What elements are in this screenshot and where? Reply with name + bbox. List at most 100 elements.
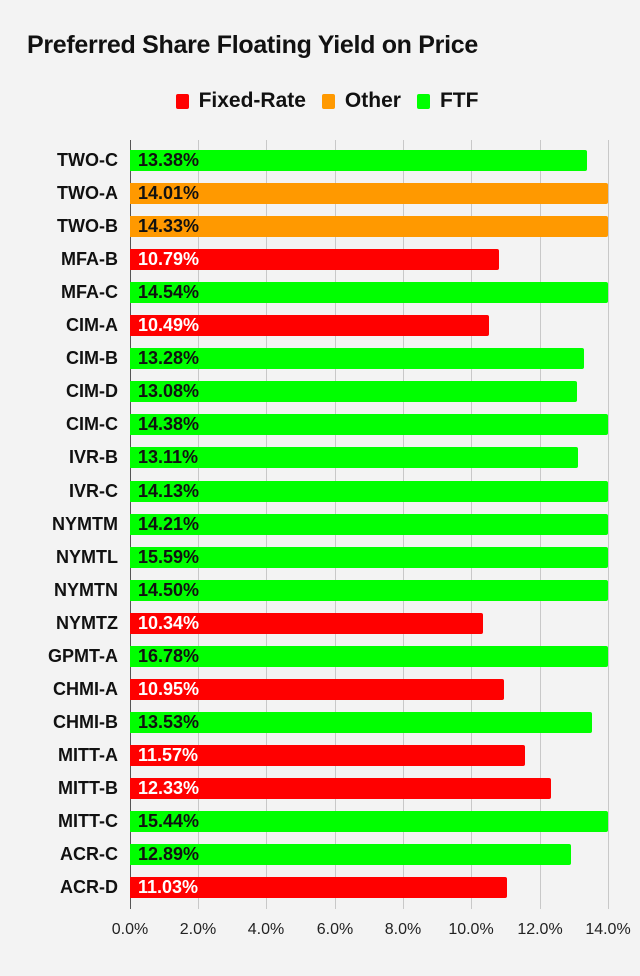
bar-value-label: 12.33%	[138, 777, 200, 798]
x-tick-label: 4.0%	[247, 921, 285, 938]
bar-row: CHMI-A 10.95%	[0, 678, 640, 700]
bar-ftf	[130, 645, 608, 667]
category-label: CHMI-B	[53, 711, 118, 732]
bar-value-label: 10.79%	[138, 249, 200, 270]
category-label: NYMTZ	[56, 612, 118, 633]
bar-row: CIM-D 13.08%	[0, 381, 640, 403]
category-label: TWO-B	[57, 216, 118, 237]
bar-value-label: 12.89%	[138, 844, 200, 865]
bar-value-label: 14.21%	[138, 513, 200, 534]
bar-ftf	[130, 711, 593, 733]
category-label: TWO-A	[57, 183, 118, 204]
bar-row: IVR-B 13.11%	[0, 447, 640, 469]
legend-swatch-fixed-rate	[175, 93, 189, 109]
category-label: NYMTM	[52, 513, 118, 534]
category-label: MFA-C	[61, 282, 118, 303]
bar-ftf	[130, 513, 608, 535]
bar-fixed-rate	[130, 612, 484, 634]
bar-value-label: 13.11%	[138, 447, 199, 468]
category-label: GPMT-A	[48, 645, 118, 666]
bar-ftf	[130, 150, 588, 171]
bar-value-label: 14.50%	[138, 579, 200, 600]
bar-fixed-rate	[130, 678, 505, 700]
bar-ftf	[130, 811, 608, 832]
bar-row: NYMTN 14.50%	[0, 579, 640, 601]
legend-item-other: Other	[321, 89, 401, 113]
bar-value-label: 13.53%	[138, 711, 200, 732]
bar-fixed-rate	[130, 777, 552, 799]
x-tick-label: 2.0%	[179, 921, 217, 938]
bar-row: NYMTM 14.21%	[0, 513, 640, 535]
legend-swatch-other	[321, 93, 335, 109]
x-tick-label: 0.0%	[111, 921, 149, 938]
bar-value-label: 14.54%	[138, 282, 200, 303]
bar-ftf	[130, 480, 608, 502]
bar-row: MITT-B 12.33%	[0, 777, 640, 799]
category-label: TWO-C	[57, 150, 118, 170]
x-tick-label: 6.0%	[316, 921, 354, 938]
category-label: MITT-A	[58, 744, 118, 765]
bar-ftf	[130, 282, 608, 304]
bar-value-label: 15.44%	[138, 811, 200, 831]
bar-fixed-rate	[130, 744, 526, 766]
bar-row: ACR-C 12.89%	[0, 844, 640, 866]
category-label: CIM-A	[66, 315, 118, 336]
x-tick-label: 10.0%	[448, 921, 494, 938]
bar-value-label: 10.34%	[138, 612, 200, 633]
category-label: NYMTN	[54, 579, 118, 600]
bar-ftf	[130, 414, 608, 436]
legend: Fixed-Rate Other FTF	[0, 89, 640, 113]
bar-value-label: 16.78%	[138, 645, 200, 666]
bar-value-label: 11.03%	[138, 877, 199, 898]
bar-fixed-rate	[130, 249, 499, 271]
bar-row: GPMT-A 16.78%	[0, 645, 640, 667]
category-label: MFA-B	[61, 249, 118, 270]
bar-other	[130, 216, 608, 238]
bar-fixed-rate	[130, 877, 507, 899]
category-label: IVR-C	[69, 480, 118, 501]
bar-row: IVR-C 14.13%	[0, 480, 640, 502]
bar-row: TWO-C 13.38%	[0, 150, 640, 171]
category-label: CIM-D	[66, 381, 118, 402]
bar-ftf	[130, 546, 608, 568]
x-tick-label: 14.0%	[585, 921, 631, 938]
bar-fixed-rate	[130, 315, 489, 337]
bar-value-label: 13.08%	[138, 381, 200, 402]
bar-row: MITT-A 11.57%	[0, 744, 640, 766]
category-label: IVR-B	[69, 447, 118, 468]
bar-ftf	[130, 579, 608, 601]
category-label: CIM-C	[66, 414, 118, 435]
gridline	[608, 140, 609, 909]
bar-value-label: 13.38%	[138, 150, 200, 170]
bar-row: TWO-A 14.01%	[0, 183, 640, 205]
bar-ftf	[130, 348, 584, 370]
category-label: CIM-B	[66, 348, 118, 369]
bar-value-label: 14.38%	[138, 414, 200, 435]
bar-row: NYMTZ 10.34%	[0, 612, 640, 634]
category-label: MITT-B	[58, 777, 118, 798]
bar-row: CIM-B 13.28%	[0, 348, 640, 370]
bar-other	[130, 183, 608, 205]
bar-value-label: 14.01%	[138, 183, 200, 204]
bar-value-label: 10.95%	[138, 678, 200, 699]
bar-row: NYMTL 15.59%	[0, 546, 640, 568]
bar-row: CHMI-B 13.53%	[0, 711, 640, 733]
category-label: MITT-C	[58, 811, 118, 831]
bar-row: TWO-B 14.33%	[0, 216, 640, 238]
bar-row: ACR-D 11.03%	[0, 877, 640, 899]
chart-title: Preferred Share Floating Yield on Price	[27, 31, 478, 59]
bar-ftf	[130, 447, 579, 469]
bar-row: MFA-B 10.79%	[0, 249, 640, 271]
bar-value-label: 15.59%	[138, 546, 200, 567]
legend-item-ftf: FTF	[416, 89, 478, 113]
legend-item-fixed-rate: Fixed-Rate	[175, 89, 306, 113]
category-label: NYMTL	[56, 546, 118, 567]
bar-value-label: 14.33%	[138, 216, 200, 237]
bar-ftf	[130, 844, 571, 866]
bar-row: CIM-A 10.49%	[0, 315, 640, 337]
bar-value-label: 14.13%	[138, 480, 200, 501]
bar-value-label: 11.57%	[138, 744, 199, 765]
x-tick-label: 8.0%	[384, 921, 422, 938]
legend-label: Fixed-Rate	[198, 89, 306, 112]
